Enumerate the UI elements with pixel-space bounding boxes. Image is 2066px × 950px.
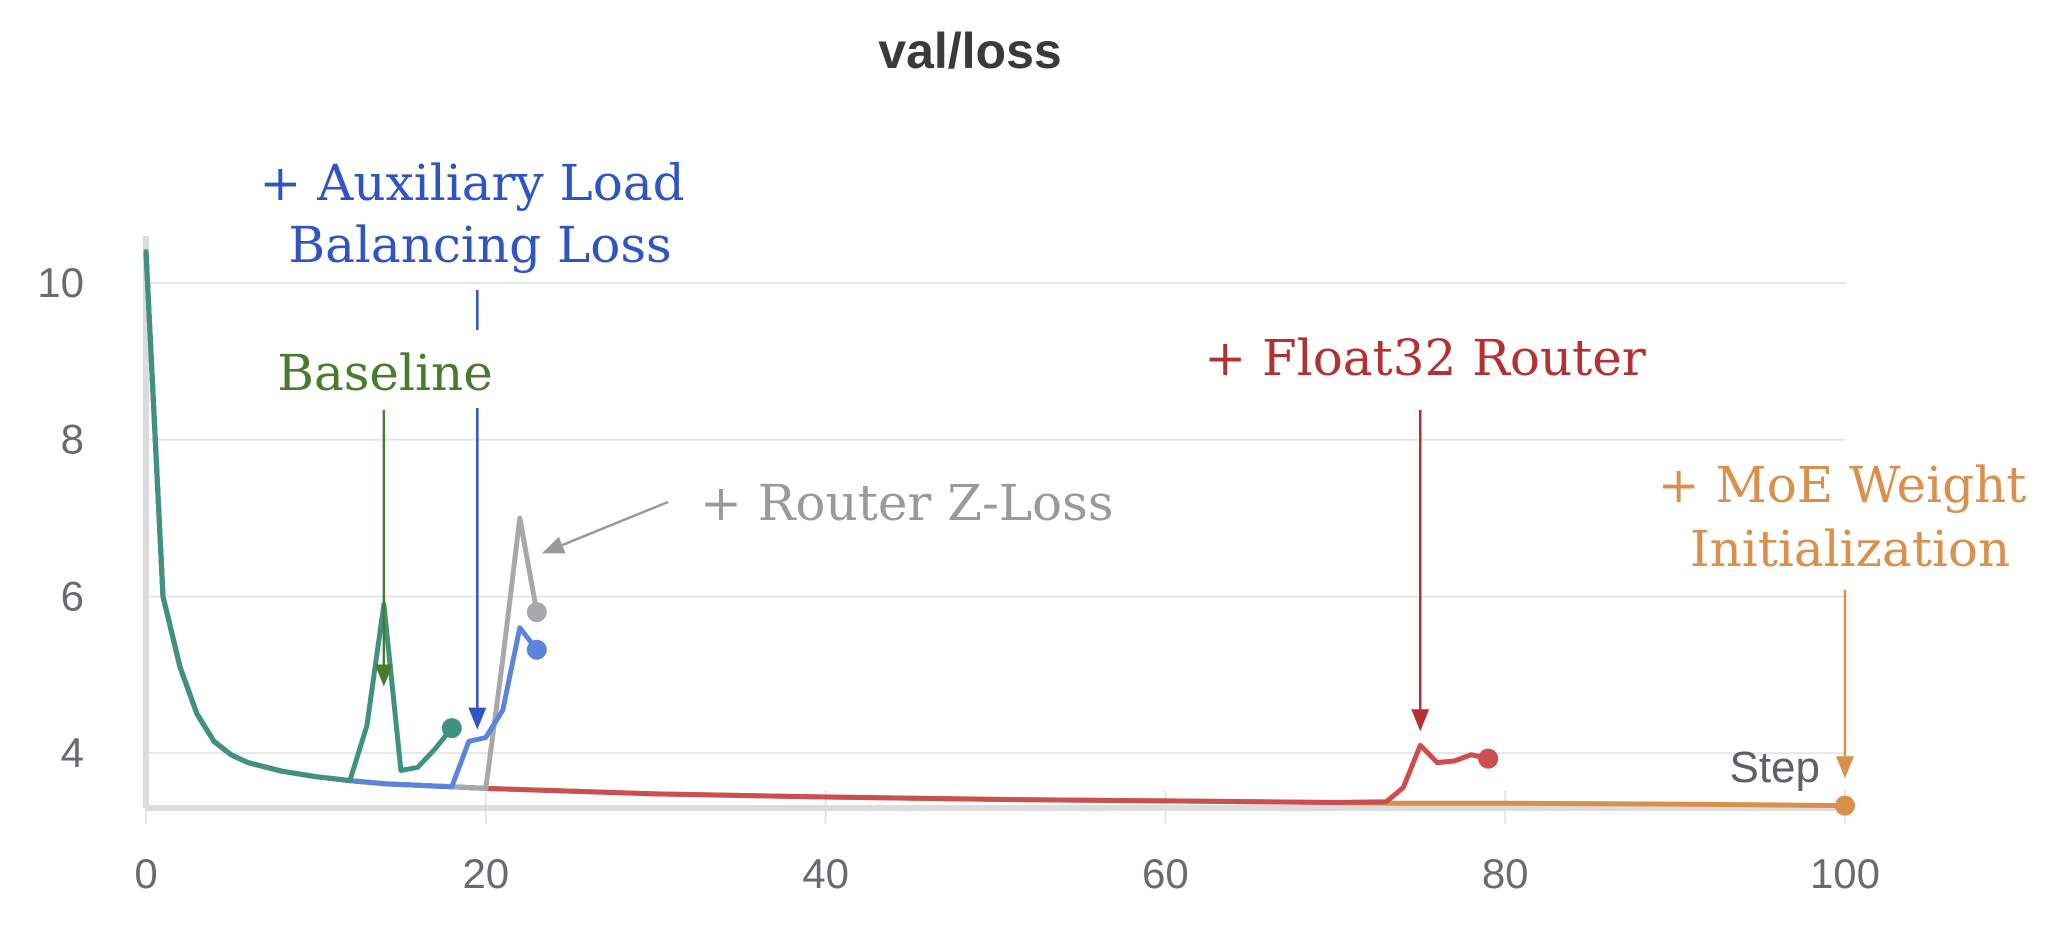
float32-arrow (1411, 410, 1430, 732)
annotation-moe-init-line-2: Initialization (1690, 520, 2010, 578)
annotation-arrows (374, 290, 1854, 779)
x-tick-label: 80 (1482, 850, 1529, 897)
z-loss-arrow (541, 500, 669, 554)
annotation-z-loss: + Router Z-Loss (700, 474, 1113, 532)
x-axis-label: Step (1729, 743, 1820, 792)
annotation-float32: + Float32 Router (1204, 329, 1646, 387)
x-tick-label: 60 (1142, 850, 1189, 897)
annotation-aux-loss-line-1: + Auxiliary Load (259, 154, 684, 212)
annotation-moe-init: + MoE Weight Initialization (1658, 456, 2043, 578)
series-line-4 (143, 249, 455, 784)
y-tick-label: 4 (61, 729, 84, 776)
annotation-aux-loss: + Auxiliary Load Balancing Loss (259, 154, 700, 274)
series-end-point-1 (1478, 748, 1499, 769)
x-tick-label: 100 (1810, 850, 1880, 897)
moe-init-arrow (1836, 590, 1854, 779)
y-tick-labels: 4 6 8 10 (37, 259, 84, 776)
y-tick-label: 8 (61, 416, 84, 463)
series-end-point-3 (526, 639, 547, 660)
annotation-aux-loss-line-2: Balancing Loss (288, 216, 671, 274)
x-tick-labels: 0 20 40 60 80 100 (134, 850, 1880, 897)
aux-loss-arrow (468, 408, 487, 730)
y-tick-label: 10 (37, 259, 84, 306)
y-tick-label: 6 (61, 572, 84, 619)
annotation-moe-init-line-1: + MoE Weight (1658, 456, 2027, 514)
series-end-point-0 (1835, 795, 1855, 816)
annotation-baseline: Baseline (277, 344, 493, 402)
series-end-point-4 (441, 718, 462, 739)
x-tick-label: 0 (134, 850, 157, 897)
x-tick-label: 40 (802, 850, 849, 897)
series-lines (143, 249, 1855, 816)
x-tick-label: 20 (462, 850, 509, 897)
series-end-point-2 (526, 602, 547, 623)
baseline-arrow (374, 410, 393, 687)
chart-title: val/loss (878, 23, 1061, 79)
grid (145, 282, 1846, 824)
